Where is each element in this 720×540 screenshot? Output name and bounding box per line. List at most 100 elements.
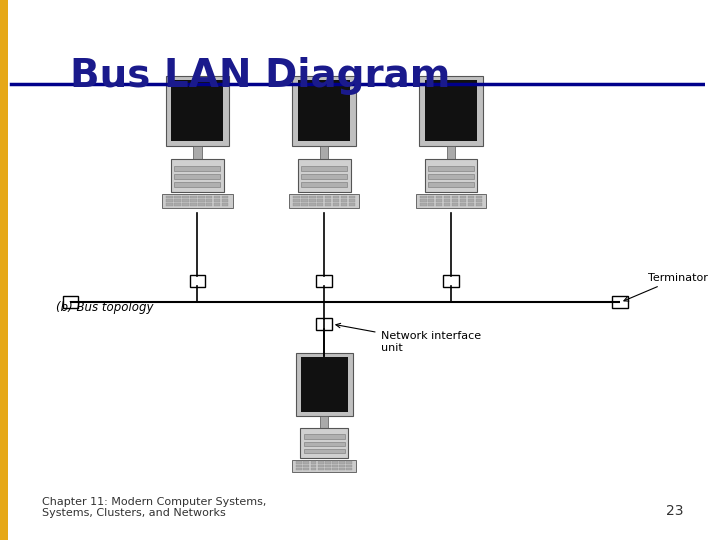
Bar bbox=[214, 195, 220, 198]
Bar bbox=[428, 166, 474, 171]
Bar bbox=[444, 199, 450, 202]
Bar bbox=[214, 203, 220, 206]
Bar bbox=[316, 275, 332, 287]
Bar bbox=[301, 199, 307, 202]
Text: 23: 23 bbox=[666, 504, 683, 518]
Bar bbox=[293, 195, 300, 198]
Bar bbox=[333, 199, 339, 202]
Bar bbox=[222, 195, 228, 198]
Bar bbox=[428, 203, 434, 206]
Bar bbox=[339, 464, 345, 467]
Bar bbox=[320, 416, 328, 429]
Bar bbox=[436, 203, 442, 206]
Bar bbox=[303, 461, 310, 464]
Bar bbox=[214, 199, 220, 202]
Bar bbox=[304, 442, 345, 446]
Bar bbox=[339, 461, 345, 464]
Bar bbox=[325, 199, 331, 202]
Bar bbox=[292, 76, 356, 146]
Bar bbox=[339, 468, 345, 470]
Bar bbox=[297, 461, 302, 464]
Bar bbox=[451, 203, 458, 206]
Bar bbox=[300, 429, 348, 457]
Bar bbox=[301, 174, 347, 179]
Bar bbox=[425, 159, 477, 192]
Bar bbox=[348, 199, 355, 202]
Bar bbox=[292, 460, 356, 472]
Bar bbox=[174, 199, 181, 202]
Bar bbox=[309, 199, 315, 202]
Bar bbox=[166, 203, 173, 206]
Bar bbox=[166, 199, 173, 202]
Bar bbox=[332, 464, 338, 467]
Bar bbox=[325, 468, 330, 470]
Bar bbox=[436, 195, 442, 198]
Bar bbox=[298, 80, 350, 141]
Bar bbox=[318, 464, 323, 467]
Bar bbox=[222, 203, 228, 206]
Bar bbox=[332, 461, 338, 464]
Bar bbox=[467, 195, 474, 198]
Bar bbox=[436, 199, 442, 202]
Bar bbox=[301, 195, 307, 198]
Bar bbox=[297, 464, 302, 467]
Bar bbox=[428, 199, 434, 202]
Bar bbox=[341, 199, 347, 202]
Bar bbox=[301, 182, 347, 187]
Bar bbox=[304, 449, 345, 453]
Bar bbox=[162, 194, 233, 208]
Bar bbox=[459, 195, 467, 198]
Bar bbox=[182, 199, 189, 202]
Bar bbox=[310, 464, 316, 467]
Bar bbox=[222, 199, 228, 202]
Bar bbox=[316, 318, 332, 330]
Bar bbox=[320, 146, 328, 159]
Text: Network interface
unit: Network interface unit bbox=[336, 323, 481, 353]
Bar bbox=[420, 199, 426, 202]
Bar bbox=[198, 203, 204, 206]
Bar bbox=[293, 203, 300, 206]
Bar bbox=[341, 195, 347, 198]
Bar bbox=[190, 195, 197, 198]
Bar bbox=[444, 275, 459, 287]
Text: Chapter 11: Modern Computer Systems,
Systems, Clusters, and Networks: Chapter 11: Modern Computer Systems, Sys… bbox=[42, 497, 266, 518]
Bar bbox=[459, 203, 467, 206]
Bar bbox=[297, 468, 302, 470]
Bar bbox=[171, 80, 223, 141]
Bar bbox=[206, 199, 212, 202]
Bar bbox=[428, 182, 474, 187]
Bar bbox=[166, 195, 173, 198]
Bar bbox=[198, 195, 204, 198]
Bar bbox=[301, 357, 348, 413]
Bar bbox=[190, 203, 197, 206]
Bar bbox=[63, 296, 78, 308]
Bar bbox=[332, 468, 338, 470]
Bar bbox=[333, 203, 339, 206]
Bar bbox=[318, 461, 323, 464]
Bar bbox=[174, 174, 220, 179]
Text: (b) Bus topology: (b) Bus topology bbox=[56, 301, 154, 314]
Bar bbox=[325, 195, 331, 198]
Bar bbox=[206, 195, 212, 198]
Bar bbox=[171, 159, 224, 192]
Bar bbox=[303, 468, 310, 470]
Bar bbox=[425, 80, 477, 141]
Bar bbox=[419, 76, 483, 146]
Bar bbox=[346, 461, 352, 464]
Bar bbox=[451, 199, 458, 202]
Bar bbox=[467, 203, 474, 206]
Bar bbox=[193, 146, 202, 159]
Bar bbox=[166, 76, 229, 146]
Bar bbox=[310, 468, 316, 470]
Bar bbox=[420, 203, 426, 206]
Bar bbox=[190, 199, 197, 202]
Bar bbox=[348, 195, 355, 198]
Bar bbox=[420, 195, 426, 198]
Bar bbox=[310, 461, 316, 464]
Bar bbox=[303, 464, 310, 467]
Bar bbox=[444, 195, 450, 198]
Bar bbox=[309, 203, 315, 206]
Bar bbox=[428, 195, 434, 198]
Bar bbox=[182, 195, 189, 198]
Bar bbox=[325, 464, 330, 467]
